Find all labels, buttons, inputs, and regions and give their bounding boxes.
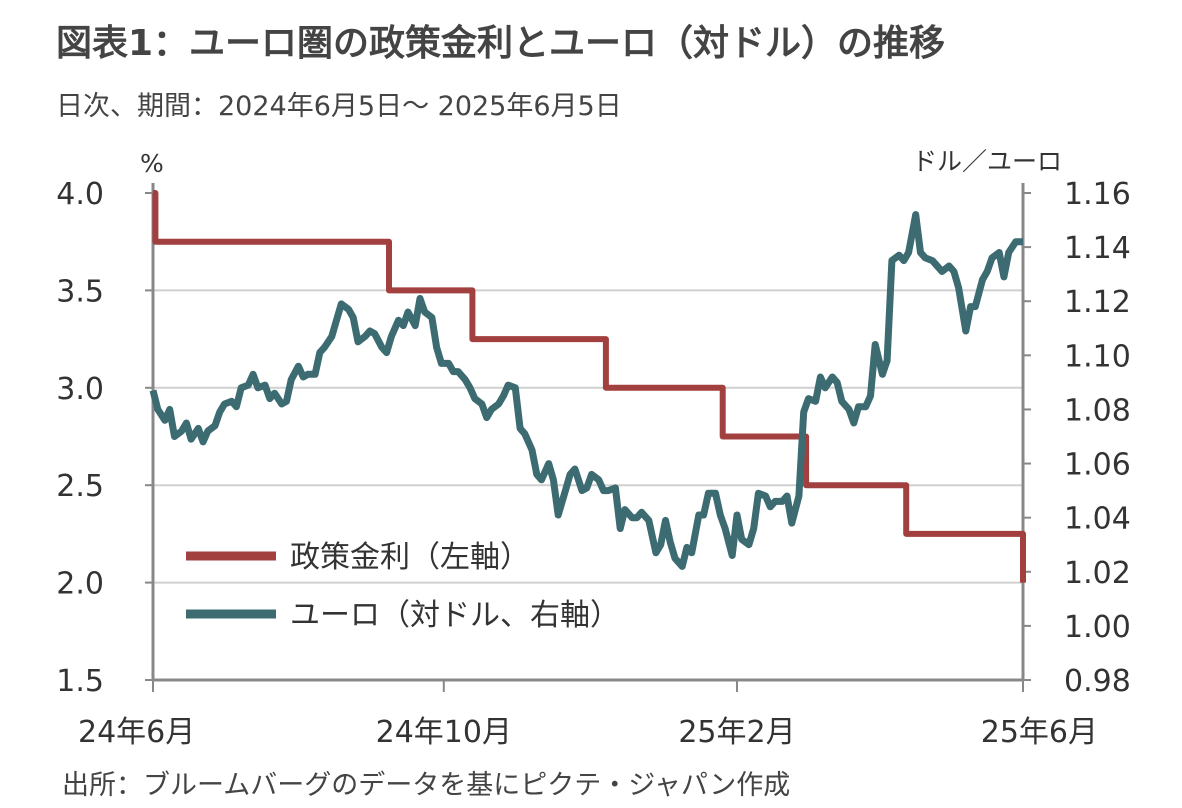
source-note: 出所：ブルームバーグのデータを基にピクテ・ジャパン作成 bbox=[62, 770, 791, 801]
right-tick-label: 1.04 bbox=[1064, 502, 1131, 537]
legend-label-euro: ユーロ（対ドル、右軸） bbox=[290, 598, 620, 633]
x-tick-label: 24年6月 bbox=[78, 715, 195, 750]
left-tick-label: 3.0 bbox=[56, 372, 104, 407]
chart-subtitle: 日次、期間：2024年6月5日～ 2025年6月5日 bbox=[56, 91, 622, 122]
left-tick-label: 3.5 bbox=[56, 274, 104, 309]
right-tick-label: 0.98 bbox=[1064, 664, 1131, 699]
x-axis-ticks: 24年6月 24年10月 25年2月 25年6月 bbox=[78, 715, 1098, 750]
axes bbox=[145, 183, 1031, 692]
right-axis-ticks: 1.16 1.14 1.12 1.10 1.08 1.06 1.04 1.02 1.00 0.98 bbox=[1064, 177, 1131, 699]
grid-lines bbox=[153, 289, 1023, 584]
right-tick-label: 1.14 bbox=[1064, 231, 1131, 266]
left-tick-label: 2.0 bbox=[56, 567, 104, 602]
left-tick-label: 1.5 bbox=[56, 664, 104, 699]
right-tick-label: 1.12 bbox=[1064, 285, 1131, 320]
chart-title: 図表1：ユーロ圏の政策金利とユーロ（対ドル）の推移 bbox=[56, 23, 946, 64]
euro-usd-line bbox=[149, 211, 1023, 570]
left-axis-unit: % bbox=[140, 149, 164, 178]
right-tick-label: 1.10 bbox=[1064, 339, 1131, 374]
x-tick-label: 25年6月 bbox=[981, 715, 1098, 750]
x-tick-label: 25年2月 bbox=[678, 715, 795, 750]
right-tick-label: 1.16 bbox=[1064, 177, 1131, 212]
series bbox=[149, 190, 1026, 583]
right-axis-unit: ドル／ユーロ bbox=[912, 147, 1062, 176]
left-tick-label: 2.5 bbox=[56, 469, 104, 504]
left-tick-label: 4.0 bbox=[56, 177, 104, 212]
right-tick-label: 1.06 bbox=[1064, 448, 1131, 483]
right-tick-label: 1.00 bbox=[1064, 610, 1131, 645]
x-tick-label: 24年10月 bbox=[376, 715, 512, 750]
right-tick-label: 1.02 bbox=[1064, 556, 1131, 591]
policy-rate-line bbox=[152, 190, 1026, 583]
left-axis-ticks: 4.0 3.5 3.0 2.5 2.0 1.5 bbox=[56, 177, 104, 699]
legend-label-policy-rate: 政策金利（左軸） bbox=[290, 540, 530, 575]
right-tick-label: 1.08 bbox=[1064, 393, 1131, 428]
legend: 政策金利（左軸） ユーロ（対ドル、右軸） bbox=[186, 540, 620, 633]
